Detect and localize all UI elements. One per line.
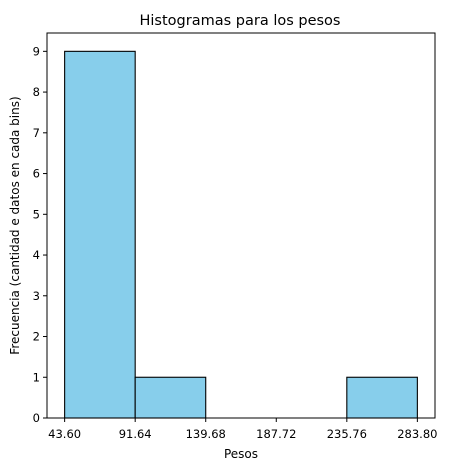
y-tick-label: 2 (33, 330, 40, 344)
y-tick-label: 9 (33, 44, 40, 58)
y-tick-label: 3 (33, 289, 40, 303)
plot-frame (46, 32, 436, 419)
y-tick-label: 8 (33, 85, 40, 99)
x-tick-label: 43.60 (48, 427, 81, 441)
histogram-bar (64, 50, 136, 419)
x-axis-ticks: 43.60 91.64 139.68 187.72 235.76 283.80 (48, 418, 437, 441)
y-tick-label: 1 (33, 370, 40, 384)
histogram-bar (134, 376, 207, 419)
bars-layer (64, 50, 418, 419)
chart-title: Histogramas para los pesos (140, 13, 341, 29)
y-axis-ticks: 0 1 2 3 4 5 6 7 8 9 (33, 44, 47, 425)
x-tick-label: 283.80 (397, 427, 437, 441)
histogram-bar (346, 376, 418, 419)
x-tick-label: 235.76 (327, 427, 367, 441)
x-tick-label: 91.64 (119, 427, 152, 441)
y-tick-label: 4 (33, 248, 40, 262)
y-tick-label: 0 (33, 411, 40, 425)
y-tick-label: 7 (33, 126, 40, 140)
x-axis-label: Pesos (224, 447, 258, 461)
y-tick-label: 5 (33, 207, 40, 221)
y-axis-label: Frecuencia (cantidad e datos en cada bin… (8, 96, 22, 354)
x-tick-label: 187.72 (256, 427, 296, 441)
x-tick-label: 139.68 (186, 427, 226, 441)
y-tick-label: 6 (33, 167, 40, 181)
